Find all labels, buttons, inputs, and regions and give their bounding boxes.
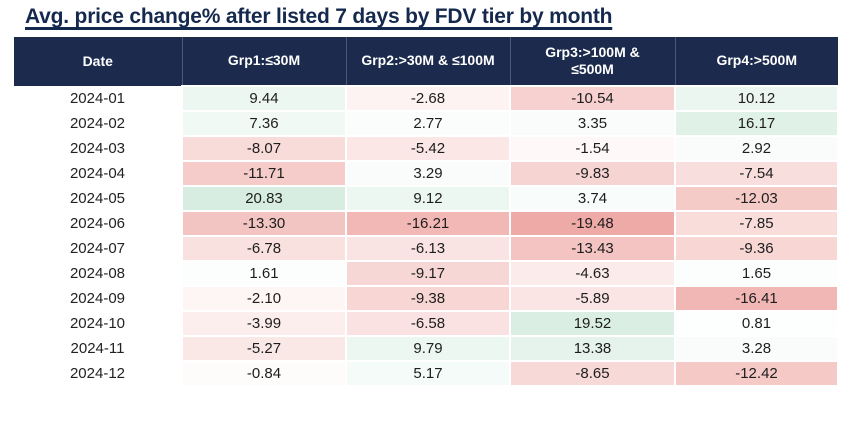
- value-cell: 2.77: [345, 110, 511, 137]
- value-cell: 9.12: [345, 185, 511, 212]
- value-cell: -7.85: [674, 210, 839, 237]
- value-cell: -10.54: [509, 85, 676, 112]
- value-cell: 9.44: [181, 85, 347, 112]
- value-cell: -5.27: [181, 335, 347, 362]
- value-cell: -11.71: [181, 160, 347, 187]
- value-cell: -8.07: [181, 135, 347, 162]
- date-cell: 2024-10: [14, 311, 182, 336]
- column-header-0: Date: [14, 37, 182, 86]
- value-cell: -12.03: [674, 185, 839, 212]
- value-cell: -13.30: [181, 210, 347, 237]
- value-cell: -12.42: [674, 360, 839, 387]
- value-cell: -5.42: [345, 135, 511, 162]
- value-cell: 13.38: [509, 335, 676, 362]
- table-header: Date Grp1:≤30M Grp2:>30M & ≤100M Grp3:>100M…: [14, 37, 838, 86]
- column-header-4: Grp4:>500M: [674, 37, 838, 86]
- value-cell: 3.29: [345, 160, 511, 187]
- table-row: 2024-06 -13.30 -16.21 -19.48 -7.85: [14, 210, 839, 237]
- value-cell: 10.12: [674, 85, 839, 112]
- value-cell: 7.36: [181, 110, 347, 137]
- value-cell: -7.54: [674, 160, 839, 187]
- table-row: 2024-12 -0.84 5.17 -8.65 -12.42: [14, 360, 839, 387]
- date-cell: 2024-03: [14, 136, 182, 161]
- table-body: 2024-01 9.44 -2.68 -10.54 10.12 2024-02 7.36 2.…: [14, 85, 839, 387]
- table-row: 2024-11 -5.27 9.79 13.38 3.28: [14, 335, 839, 362]
- value-cell: 1.65: [674, 260, 839, 287]
- column-header-1: Grp1:≤30M: [181, 37, 346, 86]
- table-row: 2024-08 1.61 -9.17 -4.63 1.65: [14, 260, 839, 287]
- value-cell: -4.63: [509, 260, 676, 287]
- value-cell: 3.35: [509, 110, 676, 137]
- date-cell: 2024-07: [14, 236, 182, 261]
- column-header-2: Grp2:>30M & ≤100M: [345, 37, 510, 86]
- value-cell: -6.78: [181, 235, 347, 262]
- value-cell: -9.17: [345, 260, 511, 287]
- value-cell: 16.17: [674, 110, 839, 137]
- value-cell: -6.58: [345, 310, 511, 337]
- table-row: 2024-10 -3.99 -6.58 19.52 0.81: [14, 310, 839, 337]
- table-row: 2024-02 7.36 2.77 3.35 16.17: [14, 110, 839, 137]
- date-cell: 2024-11: [14, 336, 182, 361]
- date-cell: 2024-02: [14, 111, 182, 136]
- value-cell: -1.54: [509, 135, 676, 162]
- value-cell: -9.38: [345, 285, 511, 312]
- table-row: 2024-07 -6.78 -6.13 -13.43 -9.36: [14, 235, 839, 262]
- value-cell: 19.52: [509, 310, 676, 337]
- value-cell: -3.99: [181, 310, 347, 337]
- date-cell: 2024-12: [14, 361, 182, 386]
- value-cell: -8.65: [509, 360, 676, 387]
- fdv-heatmap-table: Date Grp1:≤30M Grp2:>30M & ≤100M Grp3:>100M…: [14, 37, 839, 387]
- column-header-3: Grp3:>100M & ≤500M: [509, 37, 675, 86]
- value-cell: -13.43: [509, 235, 676, 262]
- value-cell: 5.17: [345, 360, 511, 387]
- header-row: Date Grp1:≤30M Grp2:>30M & ≤100M Grp3:>100M…: [14, 37, 838, 86]
- value-cell: -0.84: [181, 360, 347, 387]
- value-cell: -16.21: [345, 210, 511, 237]
- table-row: 2024-09 -2.10 -9.38 -5.89 -16.41: [14, 285, 839, 312]
- value-cell: 1.61: [181, 260, 347, 287]
- date-cell: 2024-08: [14, 261, 182, 286]
- value-cell: -9.83: [509, 160, 676, 187]
- value-cell: -6.13: [345, 235, 511, 262]
- value-cell: 9.79: [345, 335, 511, 362]
- value-cell: 3.28: [674, 335, 839, 362]
- date-cell: 2024-05: [14, 186, 182, 211]
- table-row: 2024-03 -8.07 -5.42 -1.54 2.92: [14, 135, 839, 162]
- page-title: Avg. price change% after listed 7 days b…: [25, 5, 613, 28]
- value-cell: -19.48: [509, 210, 676, 237]
- table-row: 2024-05 20.83 9.12 3.74 -12.03: [14, 185, 839, 212]
- table-row: 2024-01 9.44 -2.68 -10.54 10.12: [14, 85, 839, 112]
- value-cell: 2.92: [674, 135, 839, 162]
- value-cell: 20.83: [181, 185, 347, 212]
- table-row: 2024-04 -11.71 3.29 -9.83 -7.54: [14, 160, 839, 187]
- date-cell: 2024-04: [14, 161, 182, 186]
- value-cell: -9.36: [674, 235, 839, 262]
- value-cell: -2.68: [345, 85, 511, 112]
- value-cell: -2.10: [181, 285, 347, 312]
- value-cell: -16.41: [674, 285, 839, 312]
- date-cell: 2024-09: [14, 286, 182, 311]
- value-cell: -5.89: [509, 285, 676, 312]
- value-cell: 0.81: [674, 310, 839, 337]
- value-cell: 3.74: [509, 185, 676, 212]
- date-cell: 2024-01: [14, 86, 182, 111]
- date-cell: 2024-06: [14, 211, 182, 236]
